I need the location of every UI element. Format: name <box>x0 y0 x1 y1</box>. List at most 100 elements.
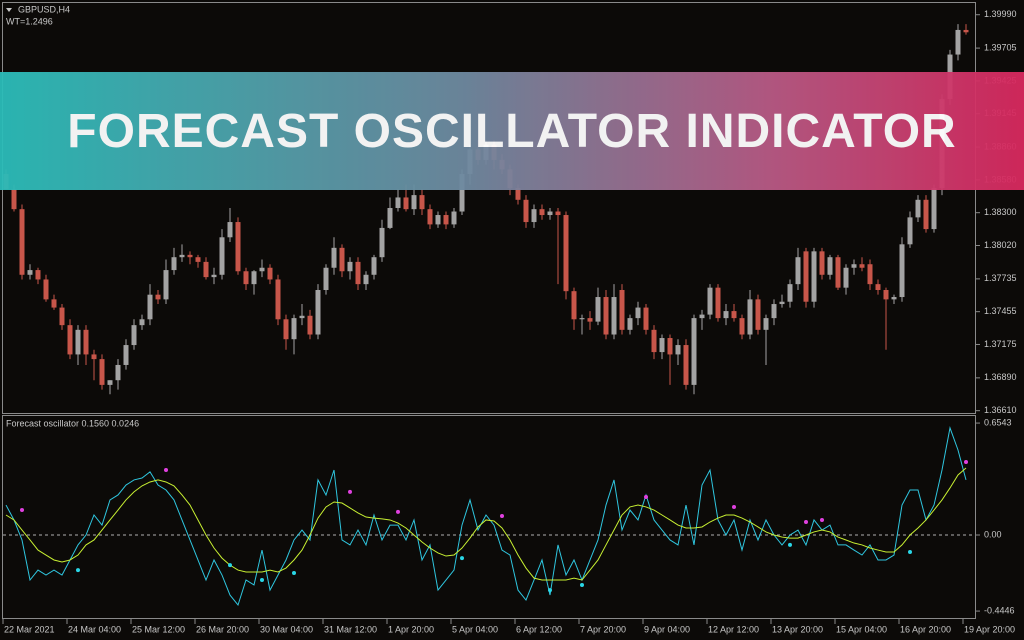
candle-body <box>555 211 561 216</box>
x-tick-label: 12 Apr 12:00 <box>708 624 759 634</box>
candle-body <box>283 319 289 340</box>
candle-body <box>923 199 929 230</box>
candle-body <box>107 380 113 385</box>
candle-body <box>195 257 201 262</box>
signal-dot <box>580 582 584 587</box>
candle-body <box>115 364 121 381</box>
y-tick-label: 0.6543 <box>984 417 1012 427</box>
candle-body <box>131 325 137 346</box>
y-tick-label: -0.4446 <box>984 605 1015 615</box>
candle-body <box>299 315 305 319</box>
x-tick-label: 1 Apr 20:00 <box>388 624 434 634</box>
candle-body <box>859 264 865 268</box>
candle-body <box>387 208 393 228</box>
y-tick-label: 1.36890 <box>984 372 1017 382</box>
candle-body <box>627 318 633 330</box>
candle-body <box>171 257 177 271</box>
x-tick-label: 7 Apr 20:00 <box>580 624 626 634</box>
candle-body <box>675 345 681 355</box>
x-tick-label: 24 Mar 04:00 <box>68 624 121 634</box>
signal-dot <box>164 467 168 472</box>
x-tick-label: 13 Apr 20:00 <box>772 624 823 634</box>
candle-body <box>907 217 913 245</box>
candle-body <box>219 237 225 275</box>
candle-body <box>27 270 33 275</box>
signal-dot <box>396 509 400 514</box>
candle-body <box>411 195 417 210</box>
candle-body <box>75 329 81 355</box>
candle-body <box>731 311 737 319</box>
candle-body <box>827 257 833 275</box>
signal-dot <box>788 542 792 547</box>
candle-body <box>403 197 409 210</box>
candle-body <box>667 338 673 355</box>
x-tick-label: 31 Mar 12:00 <box>324 624 377 634</box>
candle-body <box>443 215 449 225</box>
candle-body <box>563 215 569 292</box>
candle-body <box>99 359 105 385</box>
x-tick-label: 22 Mar 2021 <box>4 624 55 634</box>
candle-body <box>227 222 233 238</box>
candle-body <box>891 297 897 300</box>
candle-body <box>291 318 297 340</box>
candle-body <box>651 329 657 353</box>
candle-body <box>955 29 961 55</box>
candle-body <box>323 267 329 290</box>
candle-body <box>123 345 129 365</box>
candle-body <box>755 299 761 330</box>
x-tick-label: 30 Mar 04:00 <box>260 624 313 634</box>
candle-body <box>163 270 169 300</box>
signal-dot <box>548 588 552 593</box>
oscillator-line <box>5 467 967 581</box>
candle-body <box>51 299 57 308</box>
candle-body <box>579 318 585 320</box>
y-tick-label: 1.38300 <box>984 207 1017 217</box>
candle-body <box>771 304 777 319</box>
candle-body <box>659 338 665 353</box>
y-tick-label: 0.00 <box>984 529 1002 539</box>
candle-body <box>371 257 377 275</box>
oscillator-label: Forecast oscillator 0.1560 0.0246 <box>6 418 139 428</box>
signal-dot <box>820 517 824 522</box>
candle-body <box>363 274 369 285</box>
candle-body <box>699 314 705 319</box>
candle-body <box>747 299 753 335</box>
candle-body <box>427 209 433 225</box>
candle-body <box>379 227 385 258</box>
y-tick-label: 1.39705 <box>984 42 1017 52</box>
candle-body <box>67 325 73 355</box>
candle-body <box>459 174 465 212</box>
signal-dot <box>292 570 296 575</box>
candle-body <box>611 297 617 335</box>
x-tick-label: 19 Apr 20:00 <box>964 624 1015 634</box>
signal-dot <box>500 514 504 519</box>
signal-dot <box>732 504 736 509</box>
oscillator-line <box>5 426 967 607</box>
candle-body <box>691 318 697 385</box>
candle-body <box>235 222 241 272</box>
x-tick-label: 9 Apr 04:00 <box>644 624 690 634</box>
candle-body <box>643 307 649 330</box>
y-tick-label: 1.37735 <box>984 273 1017 283</box>
candle-body <box>395 197 401 208</box>
candle-body <box>763 318 769 330</box>
candle-body <box>19 209 25 275</box>
signal-dot <box>228 563 232 568</box>
signal-dot <box>804 520 808 525</box>
candle-body <box>267 267 273 280</box>
candle-body <box>931 188 937 230</box>
candle-body <box>595 297 601 322</box>
candle-body <box>203 261 209 278</box>
signal-dot <box>964 459 968 464</box>
candle-body <box>915 199 921 218</box>
candle-body <box>819 251 825 275</box>
y-tick-label: 1.36610 <box>984 405 1017 415</box>
candle-body <box>531 209 537 223</box>
candle-body <box>811 251 817 302</box>
x-tick-label: 26 Mar 20:00 <box>196 624 249 634</box>
signal-dot <box>460 556 464 561</box>
candle-body <box>43 279 49 300</box>
candle-body <box>59 307 65 326</box>
menu-arrow[interactable] <box>6 8 12 12</box>
